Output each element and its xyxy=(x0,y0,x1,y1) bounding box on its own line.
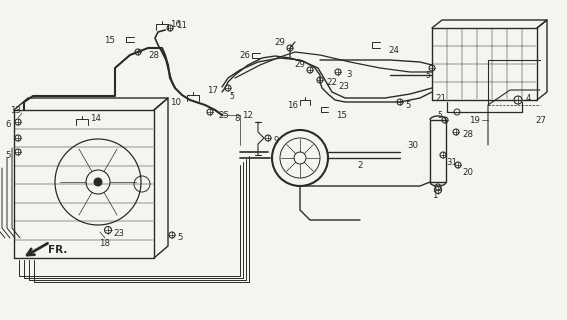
Text: 11: 11 xyxy=(176,20,187,29)
Text: 21: 21 xyxy=(435,93,446,102)
Text: 27: 27 xyxy=(535,116,546,124)
Text: 29: 29 xyxy=(294,60,305,68)
Text: 23: 23 xyxy=(338,82,349,91)
Text: 24: 24 xyxy=(388,45,399,54)
Text: 4: 4 xyxy=(526,93,531,102)
Text: 2: 2 xyxy=(357,161,363,170)
Text: 31: 31 xyxy=(446,157,457,166)
Text: 5: 5 xyxy=(230,92,234,100)
Text: FR.: FR. xyxy=(48,245,67,255)
Text: 12: 12 xyxy=(242,110,253,119)
Bar xyxy=(430,120,446,182)
Text: 5: 5 xyxy=(405,100,411,109)
Text: 20: 20 xyxy=(462,167,473,177)
Text: 16: 16 xyxy=(287,100,298,109)
Text: 19: 19 xyxy=(469,116,480,124)
Text: 22: 22 xyxy=(326,77,337,86)
Text: 14: 14 xyxy=(90,114,101,123)
Text: 18: 18 xyxy=(99,238,111,247)
Text: 25: 25 xyxy=(218,110,229,119)
Text: 15: 15 xyxy=(104,36,115,44)
Text: 5: 5 xyxy=(5,150,11,159)
Text: 10: 10 xyxy=(170,98,181,107)
Text: 17: 17 xyxy=(207,85,218,94)
Text: 5: 5 xyxy=(426,70,430,79)
Text: 30: 30 xyxy=(407,140,418,149)
Text: 5: 5 xyxy=(438,110,442,119)
Text: 26: 26 xyxy=(239,51,250,60)
Text: 28: 28 xyxy=(148,51,159,60)
Text: 29: 29 xyxy=(274,37,285,46)
Text: 8: 8 xyxy=(235,114,240,123)
Text: 3: 3 xyxy=(346,69,352,78)
Circle shape xyxy=(94,178,102,186)
Text: 13: 13 xyxy=(10,106,21,115)
Text: 16: 16 xyxy=(170,20,181,28)
Text: 15: 15 xyxy=(336,110,347,119)
Text: 9: 9 xyxy=(274,135,280,145)
Text: 1: 1 xyxy=(432,191,438,201)
Text: 28: 28 xyxy=(462,130,473,139)
Text: 6: 6 xyxy=(5,119,11,129)
Text: 5: 5 xyxy=(177,234,183,243)
Text: 23: 23 xyxy=(113,229,124,238)
